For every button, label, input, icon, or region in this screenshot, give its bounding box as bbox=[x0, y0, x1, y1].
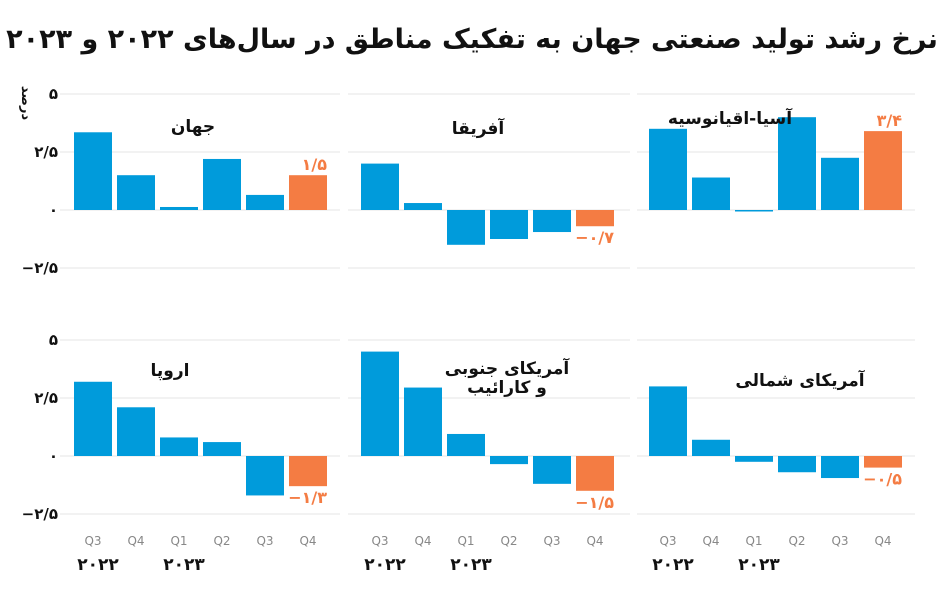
data-label: −۰/۷ bbox=[575, 228, 614, 247]
data-label: −۱/۳ bbox=[288, 488, 327, 507]
y-tick-label: ۰ bbox=[49, 447, 58, 465]
bar bbox=[289, 175, 327, 210]
bar bbox=[160, 437, 198, 456]
bar bbox=[203, 442, 241, 456]
bar bbox=[821, 456, 859, 479]
x-tick-label: Q4 bbox=[414, 534, 431, 548]
x-tick-label: Q1 bbox=[457, 534, 474, 548]
panel-title: آفریقا bbox=[452, 117, 506, 139]
bar bbox=[160, 206, 198, 210]
bar bbox=[447, 210, 485, 245]
data-label: ۳/۴ bbox=[877, 111, 903, 130]
y-tick-label: ۰ bbox=[49, 201, 58, 219]
y-tick-label: −۲/۵ bbox=[22, 505, 58, 523]
panel-title: آمریکای جنوبی bbox=[445, 357, 571, 379]
bar bbox=[74, 381, 112, 456]
bar bbox=[778, 117, 816, 210]
year-label: ۲۰۲۳ bbox=[738, 555, 780, 575]
year-label: ۲۰۲۲ bbox=[77, 555, 119, 575]
bar bbox=[447, 433, 485, 456]
bar bbox=[533, 456, 571, 484]
data-label: ۱/۵ bbox=[302, 155, 328, 174]
x-tick-label: Q3 bbox=[84, 534, 101, 548]
data-label: −۱/۵ bbox=[575, 493, 614, 512]
y-tick-label: ۵ bbox=[49, 331, 58, 349]
bar bbox=[361, 351, 399, 456]
x-tick-label: Q1 bbox=[745, 534, 762, 548]
bar bbox=[864, 131, 902, 210]
x-tick-label: Q3 bbox=[831, 534, 848, 548]
bar bbox=[576, 456, 614, 491]
x-tick-label: Q2 bbox=[213, 534, 230, 548]
y-tick-label: ۵ bbox=[49, 85, 58, 103]
bar bbox=[404, 203, 442, 210]
panel-title: و کارائیب bbox=[467, 378, 547, 398]
year-label: ۲۰۲۲ bbox=[652, 555, 694, 575]
bar bbox=[246, 194, 284, 210]
bar bbox=[735, 210, 773, 212]
bar bbox=[490, 210, 528, 239]
year-label: ۲۰۲۳ bbox=[163, 555, 205, 575]
bar bbox=[246, 456, 284, 496]
bar bbox=[821, 157, 859, 210]
y-tick-label: ۲/۵ bbox=[34, 389, 58, 407]
panel-title: آمریکای شمالی bbox=[735, 369, 865, 391]
x-tick-label: Q4 bbox=[874, 534, 891, 548]
y-tick-label: ۲/۵ bbox=[34, 143, 58, 161]
bar bbox=[864, 456, 902, 468]
x-tick-label: Q2 bbox=[500, 534, 517, 548]
panel-title: اروپا bbox=[151, 361, 190, 381]
y-axis-label: درصد bbox=[18, 86, 33, 121]
chart-title: نرخ رشد تولید صنعتی جهان به تفکیک مناطق … bbox=[6, 24, 938, 55]
x-tick-label: Q2 bbox=[788, 534, 805, 548]
panel-title: آسیا-اقیانوسیه bbox=[668, 107, 793, 129]
x-tick-label: Q4 bbox=[702, 534, 719, 548]
bar bbox=[289, 456, 327, 487]
data-label: −۰/۵ bbox=[863, 470, 902, 489]
bar bbox=[74, 132, 112, 210]
x-tick-label: Q1 bbox=[170, 534, 187, 548]
bar bbox=[692, 177, 730, 210]
year-label: ۲۰۲۲ bbox=[364, 555, 406, 575]
y-tick-label: −۲/۵ bbox=[22, 259, 58, 277]
bar bbox=[117, 175, 155, 210]
bar bbox=[778, 456, 816, 473]
bar bbox=[490, 456, 528, 465]
bar bbox=[649, 386, 687, 456]
bar bbox=[203, 158, 241, 210]
bar bbox=[735, 456, 773, 462]
bar bbox=[576, 210, 614, 227]
bar bbox=[404, 387, 442, 456]
bar bbox=[649, 128, 687, 210]
panel-title: جهان bbox=[171, 117, 215, 137]
bar bbox=[692, 439, 730, 456]
x-tick-label: Q4 bbox=[586, 534, 603, 548]
x-tick-label: Q3 bbox=[659, 534, 676, 548]
x-tick-label: Q3 bbox=[256, 534, 273, 548]
bar bbox=[361, 163, 399, 210]
bar bbox=[117, 407, 155, 456]
x-tick-label: Q4 bbox=[299, 534, 316, 548]
x-tick-label: Q3 bbox=[371, 534, 388, 548]
x-tick-label: Q3 bbox=[543, 534, 560, 548]
x-tick-label: Q4 bbox=[127, 534, 144, 548]
year-label: ۲۰۲۳ bbox=[450, 555, 492, 575]
bar bbox=[533, 210, 571, 233]
